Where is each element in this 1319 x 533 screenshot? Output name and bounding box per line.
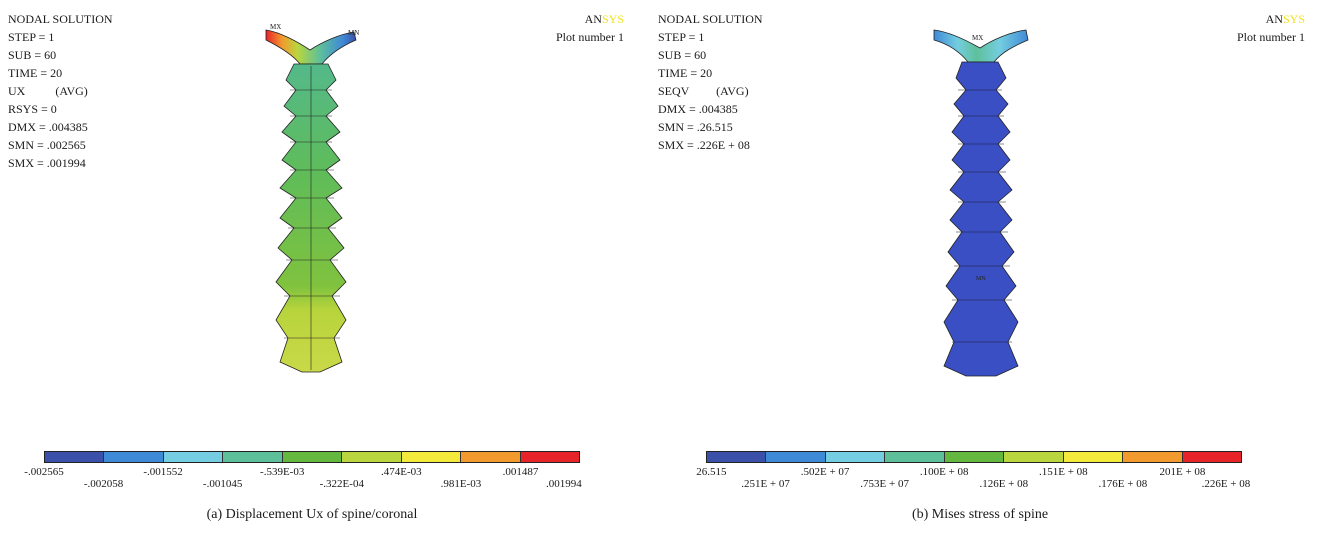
legend-swatch [223, 452, 283, 462]
spine-column [943, 61, 1019, 377]
legend-swatch [885, 452, 945, 462]
panel-displacement: NODAL SOLUTION STEP = 1 SUB = 60 TIME = … [0, 0, 650, 533]
legend-tick-label: .753E + 07 [860, 478, 909, 490]
legend-swatch [1063, 452, 1124, 462]
plot-number: Plot number 1 [556, 30, 624, 44]
legend-tick-label: 26.515 [696, 466, 727, 478]
info-line: DMX = .004385 [8, 120, 88, 134]
spine-ux-model: MX MN [265, 23, 359, 373]
legend-swatch [461, 452, 521, 462]
legend-tick-label: -.322E-04 [319, 478, 364, 490]
legend-swatch [342, 452, 402, 462]
info-line: SMN = .26.515 [658, 120, 733, 134]
mn-marker: MN [976, 276, 986, 282]
nodal-solution-info: NODAL SOLUTION STEP = 1 SUB = 60 TIME = … [8, 10, 113, 172]
legend-tick-label: -.001552 [143, 466, 183, 478]
ansys-logo-sys: SYS [1282, 12, 1305, 26]
info-line: SUB = 60 [8, 48, 57, 62]
info-line: RSYS = 0 [8, 102, 57, 116]
color-legend-bar [706, 451, 1242, 463]
figure-caption: (a) Displacement Ux of spine/coronal [206, 507, 418, 522]
legend-tick-label: .474E-03 [381, 466, 422, 478]
legend-swatch [825, 452, 886, 462]
info-line: STEP = 1 [8, 30, 55, 44]
legend-tick-label: -.539E-03 [260, 466, 305, 478]
legend-tick-label: -.001045 [202, 478, 243, 490]
legend-tick-label: .176E + 08 [1098, 478, 1148, 490]
ansys-logo-sys: SYS [601, 12, 624, 26]
mx-marker: MX [270, 23, 281, 31]
info-line: SMX = .001994 [8, 156, 86, 170]
info-line: STEP = 1 [658, 30, 705, 44]
figure-caption: (b) Mises stress of spine [911, 507, 1049, 522]
legend-swatch [104, 452, 164, 462]
mn-marker: MN [348, 29, 359, 37]
legend-swatch [282, 452, 343, 462]
info-line: DMX = .004385 [658, 102, 738, 116]
info-line: UX (AVG) [8, 84, 88, 98]
legend-tick-label: -.002058 [83, 478, 124, 490]
ansys-logo-an: AN [584, 12, 602, 26]
ansys-logo-an: AN [1265, 12, 1283, 26]
info-line: TIME = 20 [658, 66, 713, 80]
legend-tick-label: .151E + 08 [1039, 466, 1088, 478]
legend-tick-label: .001994 [546, 478, 582, 490]
nodal-solution-info: NODAL SOLUTION STEP = 1 SUB = 60 TIME = … [658, 10, 763, 154]
info-line: SUB = 60 [658, 48, 707, 62]
ansys-brand: ANSYS Plot number 1 [556, 10, 624, 46]
legend-swatch [944, 452, 1005, 462]
legend-swatch [163, 452, 224, 462]
mx-marker: MX [972, 34, 983, 42]
legend-tick-label: .100E + 08 [919, 466, 969, 478]
legend-tick-label: .126E + 08 [979, 478, 1029, 490]
info-line: SMN = .002565 [8, 138, 86, 152]
legend-swatch [45, 452, 105, 462]
legend-swatch [1004, 452, 1064, 462]
info-line: SEQV (AVG) [658, 84, 749, 98]
info-line: NODAL SOLUTION [658, 12, 763, 26]
legend-swatch [1123, 452, 1183, 462]
spine-seqv-model: MX MN [933, 29, 1029, 377]
legend-swatch [520, 452, 579, 462]
legend-swatch [766, 452, 826, 462]
legend-tick-label: -.002565 [24, 466, 64, 478]
panel-mises-stress: NODAL SOLUTION STEP = 1 SUB = 60 TIME = … [650, 0, 1319, 533]
ansys-brand: ANSYS Plot number 1 [1237, 10, 1305, 46]
plot-number: Plot number 1 [1237, 30, 1305, 44]
spine-top-wings [933, 29, 1029, 63]
legend-tick-label: 201E + 08 [1159, 466, 1206, 478]
legend-ticks: 26.515 .251E + 07 .502E + 07 .753E + 07 … [696, 462, 1250, 492]
color-legend-bar [44, 451, 580, 463]
legend-swatch [1182, 452, 1241, 462]
info-line: NODAL SOLUTION [8, 12, 113, 26]
legend-tick-label: .226E + 08 [1201, 478, 1251, 490]
legend-tick-label: .981E-03 [440, 478, 482, 490]
legend-tick-label: .251E + 07 [741, 478, 790, 490]
info-line: TIME = 20 [8, 66, 63, 80]
legend-ticks: -.002565 -.002058 -.001552 -.001045 -.53… [24, 462, 582, 492]
legend-tick-label: .001487 [502, 466, 539, 478]
spine-top-wings [265, 29, 357, 65]
info-line: SMX = .226E + 08 [658, 138, 750, 152]
legend-tick-label: .502E + 07 [800, 466, 850, 478]
legend-swatch [401, 452, 462, 462]
legend-swatch [707, 452, 767, 462]
